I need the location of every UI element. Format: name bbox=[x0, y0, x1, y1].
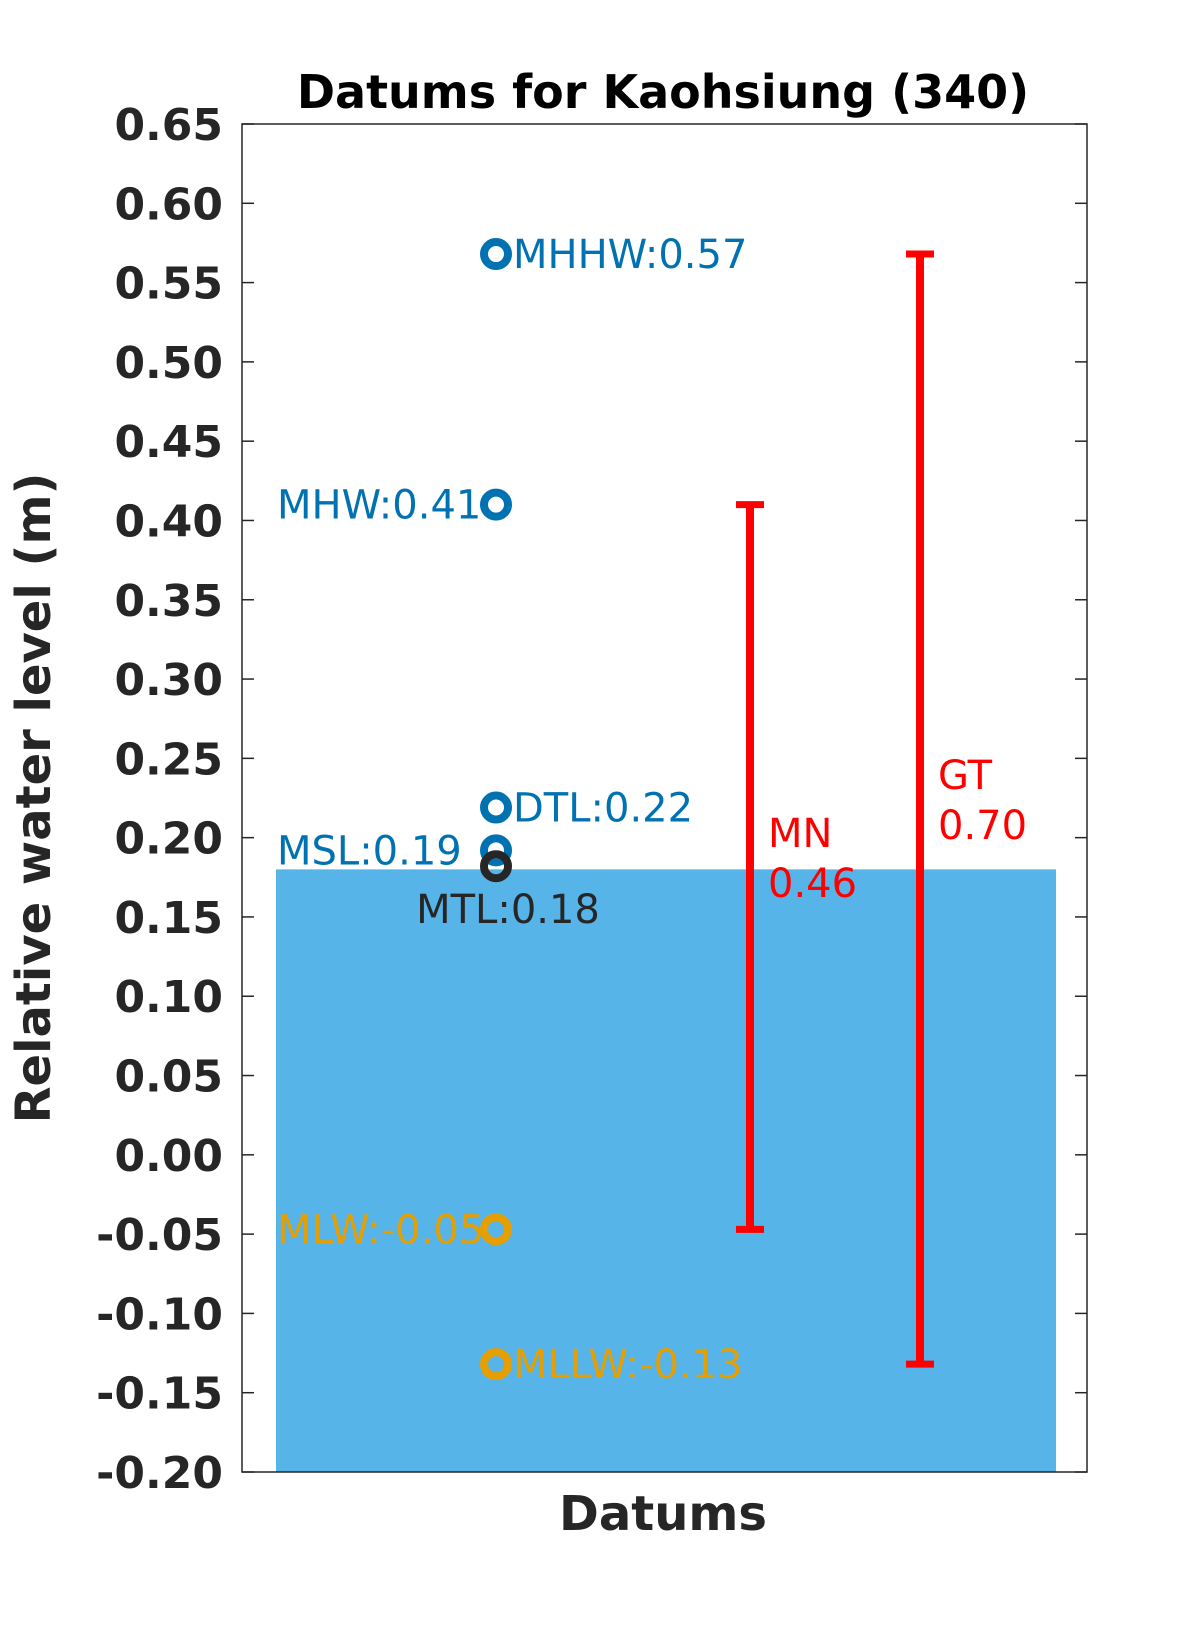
datum-label: DTL:0.22 bbox=[513, 786, 693, 832]
chart-title: Datums for Kaohsiung (340) bbox=[297, 65, 1029, 119]
datum-point-mhhw bbox=[480, 238, 512, 271]
y-tick-label: -0.10 bbox=[96, 1289, 223, 1340]
plot-area: 0.65 0.60 0.55 0.50 0.45 0.40 0.35 0.30 0.25 0.20… bbox=[96, 100, 1088, 1499]
datum-point-mhw bbox=[480, 488, 512, 521]
background-bar bbox=[276, 869, 1056, 1472]
y-tick-label: 0.65 bbox=[114, 100, 223, 151]
y-tick-label: 0.15 bbox=[114, 893, 223, 944]
datum-point-dtl bbox=[480, 791, 512, 824]
datum-label: MLLW:-0.13 bbox=[513, 1342, 743, 1388]
y-tick-label: -0.20 bbox=[96, 1448, 223, 1499]
y-axis-label: Relative water level (m) bbox=[6, 473, 62, 1124]
y-tick-label: 0.20 bbox=[114, 814, 223, 865]
y-tick-label: -0.15 bbox=[96, 1369, 223, 1420]
x-axis-label: Datums bbox=[559, 1486, 767, 1542]
datum-label: MHW:0.41 bbox=[277, 483, 481, 529]
datum-label: MLW:-0.05 bbox=[277, 1207, 484, 1253]
y-tick-label: 0.10 bbox=[114, 972, 223, 1023]
y-tick-label: 0.25 bbox=[114, 734, 223, 785]
datum-label: MSL:0.19 bbox=[277, 828, 462, 874]
axes-frame bbox=[241, 123, 1088, 1473]
y-tick-label: 0.05 bbox=[114, 1052, 223, 1103]
range-name-label: GT bbox=[938, 753, 993, 799]
datum-label: MTL:0.18 bbox=[416, 887, 600, 933]
datum-label: MHHW:0.57 bbox=[513, 232, 747, 278]
datum-point-msl bbox=[480, 834, 512, 867]
y-tick-label: 0.35 bbox=[114, 576, 223, 627]
y-tick-label: 0.30 bbox=[114, 655, 223, 706]
y-tick-label: 0.00 bbox=[114, 1131, 223, 1182]
y-tick-label: 0.55 bbox=[114, 259, 223, 310]
datum-point-mlw bbox=[480, 1213, 512, 1246]
y-tick-label: 0.50 bbox=[114, 338, 223, 389]
range-name-label: MN bbox=[768, 811, 832, 857]
y-tick-label: 0.60 bbox=[114, 179, 223, 230]
range-value-label: 0.46 bbox=[768, 861, 857, 907]
range-value-label: 0.70 bbox=[938, 803, 1027, 849]
datum-point-mtl bbox=[480, 850, 512, 883]
y-tick-label: 0.40 bbox=[114, 496, 223, 547]
y-tick-label: 0.45 bbox=[114, 417, 223, 468]
datum-point-mllw bbox=[480, 1348, 512, 1381]
y-tick-label: -0.05 bbox=[96, 1210, 223, 1261]
